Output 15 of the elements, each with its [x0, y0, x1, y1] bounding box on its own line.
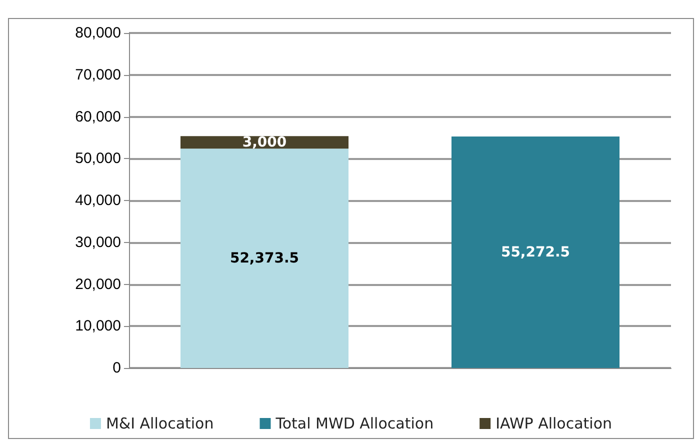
legend-label: Total MWD Allocation: [274, 414, 434, 432]
legend-label: M&I Allocation: [106, 414, 214, 432]
y-tick-label: 10,000: [75, 318, 121, 335]
data-label: 3,000: [242, 134, 287, 150]
data-label: 55,272.5: [500, 244, 570, 260]
legend-label: IAWP Allocation: [496, 414, 612, 432]
y-tick-label: 30,000: [75, 234, 121, 251]
y-tick-label: 20,000: [75, 276, 121, 293]
y-tick-label: 80,000: [75, 24, 121, 42]
y-tick-label: 40,000: [75, 192, 121, 209]
y-tick-label: 70,000: [75, 66, 121, 84]
y-tick-label: 60,000: [75, 108, 121, 126]
y-tick-label: 0: [112, 360, 121, 376]
y-tick-label: 50,000: [75, 150, 121, 168]
data-label: 52,373.5: [230, 250, 300, 266]
